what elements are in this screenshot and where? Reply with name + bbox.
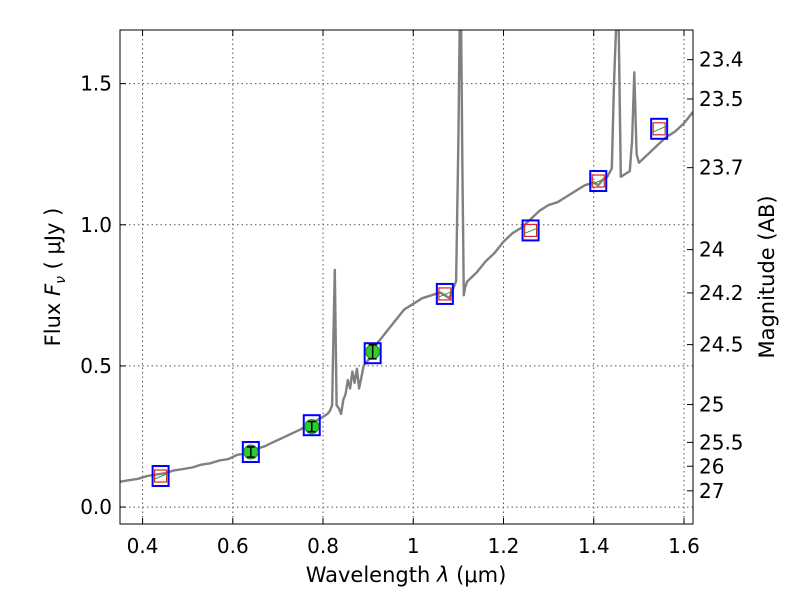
mag-tick-label: 23.4 xyxy=(699,48,744,72)
model-flux-square xyxy=(591,174,605,188)
model-box-marker xyxy=(650,117,669,140)
mag-tick-label: 23.5 xyxy=(699,87,744,111)
y-tick-label: 1.0 xyxy=(80,213,112,237)
y2-axis-title: Magnitude (AB) xyxy=(755,195,779,358)
mag-tick-label: 25 xyxy=(699,393,724,417)
x-tick-label: 1 xyxy=(407,534,420,558)
model-flux-square xyxy=(523,223,538,238)
model-box-marker xyxy=(151,465,170,488)
y-axis-title: Flux Fν ( μJy ) xyxy=(41,208,69,347)
mag-tick-label: 24.5 xyxy=(699,333,744,357)
model-flux-tick xyxy=(524,227,537,234)
x-tick-label: 0.6 xyxy=(217,534,249,558)
model-box-marker xyxy=(435,282,454,305)
model-box-marker xyxy=(363,342,382,365)
model-flux-tick xyxy=(438,291,452,298)
model-flux-tick xyxy=(154,473,167,480)
y-tick-label: 0.0 xyxy=(80,495,112,519)
y-tick-label: 0.5 xyxy=(80,354,112,378)
x-axis-title: Wavelength λ (μm) xyxy=(306,563,507,587)
model-flux-tick xyxy=(652,126,666,133)
model-box-marker xyxy=(302,414,321,437)
mag-tick-label: 25.5 xyxy=(699,430,744,454)
model-box-marker xyxy=(241,441,260,464)
mag-tick-label: 24 xyxy=(699,238,724,262)
spectrum-line xyxy=(120,30,693,483)
mag-tick-label: 26 xyxy=(699,454,724,478)
x-tick-label: 0.8 xyxy=(307,534,339,558)
plot-frame xyxy=(119,29,694,525)
ticks: 0.4 0.6 0.8 1 1.2 1.4 1.6 0.0 0.5 1.0 1.5 23.4 23.5 2… xyxy=(80,30,744,558)
model-flux-square xyxy=(652,122,666,136)
x-tick-label: 0.4 xyxy=(127,534,159,558)
grid xyxy=(120,30,693,524)
x-tick-label: 1.2 xyxy=(488,534,520,558)
x-tick-label: 1.4 xyxy=(578,534,610,558)
model-flux-square xyxy=(154,469,168,483)
mag-tick-label: 24.2 xyxy=(699,281,744,305)
photometry-layer xyxy=(151,117,669,488)
spectrum-layer xyxy=(120,30,693,483)
model-box-marker xyxy=(589,170,608,193)
model-flux-square xyxy=(438,287,452,301)
mag-tick-label: 23.7 xyxy=(699,156,744,180)
mag-tick-label: 27 xyxy=(699,479,724,503)
model-flux-tick xyxy=(592,178,605,185)
y-tick-label: 1.5 xyxy=(80,72,112,96)
x-tick-label: 1.6 xyxy=(668,534,700,558)
model-box-marker xyxy=(521,219,540,242)
